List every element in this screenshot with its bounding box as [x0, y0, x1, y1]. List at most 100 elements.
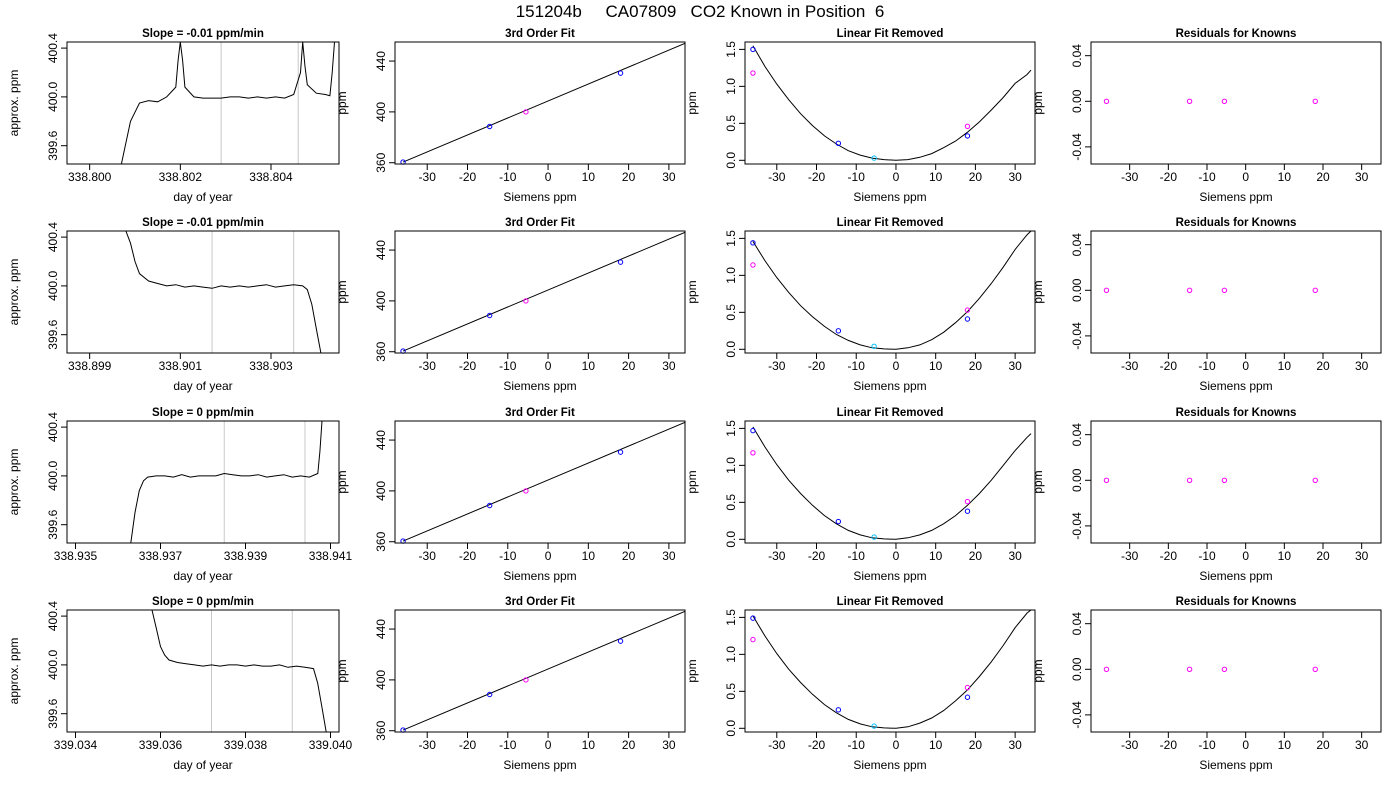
panel-2-4-frame [1090, 230, 1382, 354]
panel-1-3-point-1 [750, 46, 756, 53]
panel-1-2-title: 3rd Order Fit [505, 28, 575, 40]
panel-3-2-xtick-label-6: 20 [622, 549, 636, 563]
panel-4-3-xtick-label-7: 30 [1008, 738, 1022, 752]
panel-1-3-point-2 [750, 70, 756, 76]
panel-3-1-xtick-label-2: 338.937 [139, 549, 183, 563]
panel-3-3-point-6 [964, 498, 971, 505]
panel-3-1-ytick-label-2: 400.0 [46, 461, 60, 491]
panel-2-3-ytick-label-3: 1.0 [724, 267, 738, 284]
panel-3-3-ytick-label-1: 0.0 [724, 531, 738, 548]
panel-1-2-fit-curve [402, 42, 685, 163]
panel-4-2-xtick-label-2: -20 [459, 738, 477, 752]
panel-4-4-xtick-label-4: 0 [1242, 738, 1249, 752]
panel-4-2-xtick-label-3: -10 [499, 738, 517, 752]
panel-4-1-series-line [151, 610, 327, 732]
panel-1-4-xtick-label-2: -20 [1160, 170, 1178, 184]
panel-3-3-ytick-label-2: 0.5 [724, 494, 738, 511]
panel-3-2-ylabel: ppm [335, 470, 349, 493]
panel-1-3-ytick-label-1: 0.0 [724, 152, 738, 169]
panel-4-2-ytick-label-3: 440 [374, 619, 388, 639]
panel-2-2-ytick-label-1: 360 [374, 341, 388, 361]
panel-2-2-xtick-label-6: 20 [622, 359, 636, 373]
panel-2-4-xtick-label-2: -20 [1160, 359, 1178, 373]
panel-2-1-ytick-label-2: 400.0 [46, 271, 60, 301]
panel-3-4-point-2 [1186, 477, 1193, 483]
panel-2-4-xtick-label-7: 30 [1355, 359, 1369, 373]
panel-4-3-point-3 [835, 707, 842, 713]
panel-4-1-xtick-label-2: 339.036 [139, 738, 183, 752]
panel-2-2-xtick-label-4: 0 [545, 359, 552, 373]
panel-1-4-xtick-label-5: 10 [1278, 170, 1292, 184]
panel-4-3-xtick-label-3: -10 [848, 738, 866, 752]
panel-2-4-xlabel: Siemens ppm [1199, 379, 1272, 393]
panel-4-3-xlabel: Siemens ppm [853, 758, 926, 772]
panel-3-4-xtick-label-4: 0 [1242, 549, 1249, 563]
panel-1-1-frame [66, 41, 340, 165]
panel-4-3-ytick-label-2: 0.5 [724, 683, 738, 700]
panel-2-4-title: Residuals for Knowns [1176, 217, 1297, 229]
panel-1-4-xtick-label-3: -10 [1198, 170, 1216, 184]
panel-2-2-title: 3rd Order Fit [505, 217, 575, 229]
panel-4-3-xtick-label-1: -30 [768, 738, 786, 752]
panel-2-1-ytick-label-1: 399.6 [46, 319, 60, 349]
panel-4-2-point-3 [523, 677, 529, 683]
panel-1-1-ytick-label-1: 399.6 [46, 130, 60, 160]
panel-3-3-frame [744, 420, 1036, 544]
panel-1-2-point-2 [486, 123, 493, 130]
panel-1-3-ytick-label-2: 0.5 [724, 115, 738, 132]
panel-4-3-xtick-label-4: 0 [893, 738, 900, 752]
panel-3-4-point-1 [1103, 477, 1110, 483]
panel-2-1-xlabel: day of year [173, 379, 232, 393]
panel-4-3-xtick-label-6: 20 [969, 738, 983, 752]
panel-4-4-point-1 [1103, 666, 1110, 672]
panel-4-1-ytick-label-1: 399.6 [46, 698, 60, 728]
panel-4-1-xtick-label-4: 339.040 [309, 738, 353, 752]
panel-1-3-xtick-label-7: 30 [1008, 170, 1022, 184]
panel-4-1-xlabel: day of year [173, 758, 232, 772]
panel-4-4-xtick-label-6: 20 [1316, 738, 1330, 752]
panel-2-3-ytick-label-4: 1.5 [724, 230, 738, 247]
panel-1-3-xtick-label-1: -30 [768, 170, 786, 184]
panel-2-2-xtick-label-5: 10 [582, 359, 596, 373]
panel-1-1-xtick-label-2: 338.802 [159, 170, 203, 184]
panel-2-2-ytick-label-3: 440 [374, 240, 388, 260]
panel-3-2-ytick-label-3: 440 [374, 430, 388, 450]
panel-4-3-point-2 [750, 636, 756, 643]
panel-3-1-xtick-label-4: 338.941 [309, 549, 353, 563]
panel-3-4-xtick-label-7: 30 [1355, 549, 1369, 563]
panel-3-3-point-3 [835, 518, 842, 525]
panel-4-1-ytick-label-3: 400.4 [46, 601, 60, 631]
panel-2-3-point-2 [750, 262, 756, 268]
panel-4-2-title: 3rd Order Fit [505, 596, 575, 608]
panel-3-3-ytick-label-4: 1.5 [724, 420, 738, 437]
panel-2-1-frame [66, 230, 340, 354]
panel-4-4-ytick-label-2: 0.00 [1070, 657, 1084, 681]
panel-2-3-ytick-label-1: 0.0 [724, 341, 738, 358]
panel-3-2-fit-curve [402, 421, 685, 542]
panel-3-3-xtick-label-4: 0 [893, 549, 900, 563]
panel-4-1-title: Slope = 0 ppm/min [152, 596, 254, 608]
panel-1-3-point-5 [964, 133, 971, 139]
panel-4-3-fit-curve [752, 610, 1032, 729]
panel-1-4-title: Residuals for Knowns [1176, 28, 1297, 40]
panel-2-2-point-4 [617, 259, 624, 265]
panel-2-3-xtick-label-7: 30 [1008, 359, 1022, 373]
panel-4-1-ytick-label-2: 400.0 [46, 650, 60, 680]
panel-1-4-xtick-label-6: 20 [1316, 170, 1330, 184]
panel-2-2-xlabel: Siemens ppm [503, 379, 576, 393]
panel-2-3-xtick-label-1: -30 [768, 359, 786, 373]
panel-1-3-point-4 [871, 155, 877, 161]
panel-1-1-ylabel: approx. ppm [7, 70, 21, 137]
panel-4-2-frame [394, 609, 686, 733]
panel-2-4-ytick-label-1: -0.04 [1070, 322, 1084, 350]
panel-2-4-ylabel: ppm [1031, 280, 1045, 303]
panel-3-3-xtick-label-1: -30 [768, 549, 786, 563]
panel-3-2-frame [394, 420, 686, 544]
panel-3-2-xtick-label-5: 10 [582, 549, 596, 563]
panel-3-2-xtick-label-1: -30 [419, 549, 437, 563]
panel-2-3-point-4 [871, 343, 877, 350]
panel-1-3-xtick-label-5: 10 [929, 170, 943, 184]
panel-1-2-ytick-label-1: 360 [374, 152, 388, 172]
panel-3-2-point-4 [617, 449, 624, 455]
panel-4-1-xtick-label-1: 339.034 [54, 738, 98, 752]
